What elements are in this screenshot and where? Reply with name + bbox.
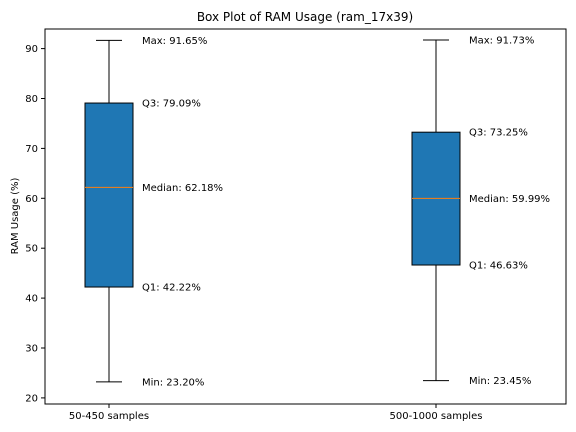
- y-tick-label: 40: [25, 294, 38, 305]
- q1-label: Q1: 42.22%: [142, 283, 201, 294]
- y-tick-label: 70: [25, 144, 38, 155]
- y-tick-label: 90: [25, 44, 38, 55]
- y-tick-label: 20: [25, 393, 38, 404]
- y-tick-label: 30: [25, 344, 38, 355]
- max-label: Max: 91.73%: [469, 35, 534, 46]
- min-label: Min: 23.45%: [469, 376, 531, 387]
- q3-label: Q3: 79.09%: [142, 99, 201, 110]
- min-label: Min: 23.20%: [142, 377, 204, 388]
- median-label: Median: 62.18%: [142, 183, 223, 194]
- x-tick-label: 500-1000 samples: [390, 411, 483, 422]
- q3-label: Q3: 73.25%: [469, 128, 528, 139]
- chart-title: Box Plot of RAM Usage (ram_17x39): [197, 10, 413, 24]
- q1-label: Q1: 46.63%: [469, 261, 528, 272]
- max-label: Max: 91.65%: [142, 36, 207, 47]
- plot-area: 20 30 40 50 60 70 80 90 Max: 91.65% Q3: 79.09% Med…: [25, 28, 567, 422]
- y-axis-label: RAM Usage (%): [10, 177, 21, 254]
- x-tick-label: 50-450 samples: [69, 411, 149, 422]
- y-tick-label: 50: [25, 244, 38, 255]
- box-iqr: [84, 102, 134, 288]
- y-tick-label: 60: [25, 194, 38, 205]
- axes-frame: [44, 28, 567, 405]
- y-tick-label: 80: [25, 94, 38, 105]
- median-label: Median: 59.99%: [469, 194, 550, 205]
